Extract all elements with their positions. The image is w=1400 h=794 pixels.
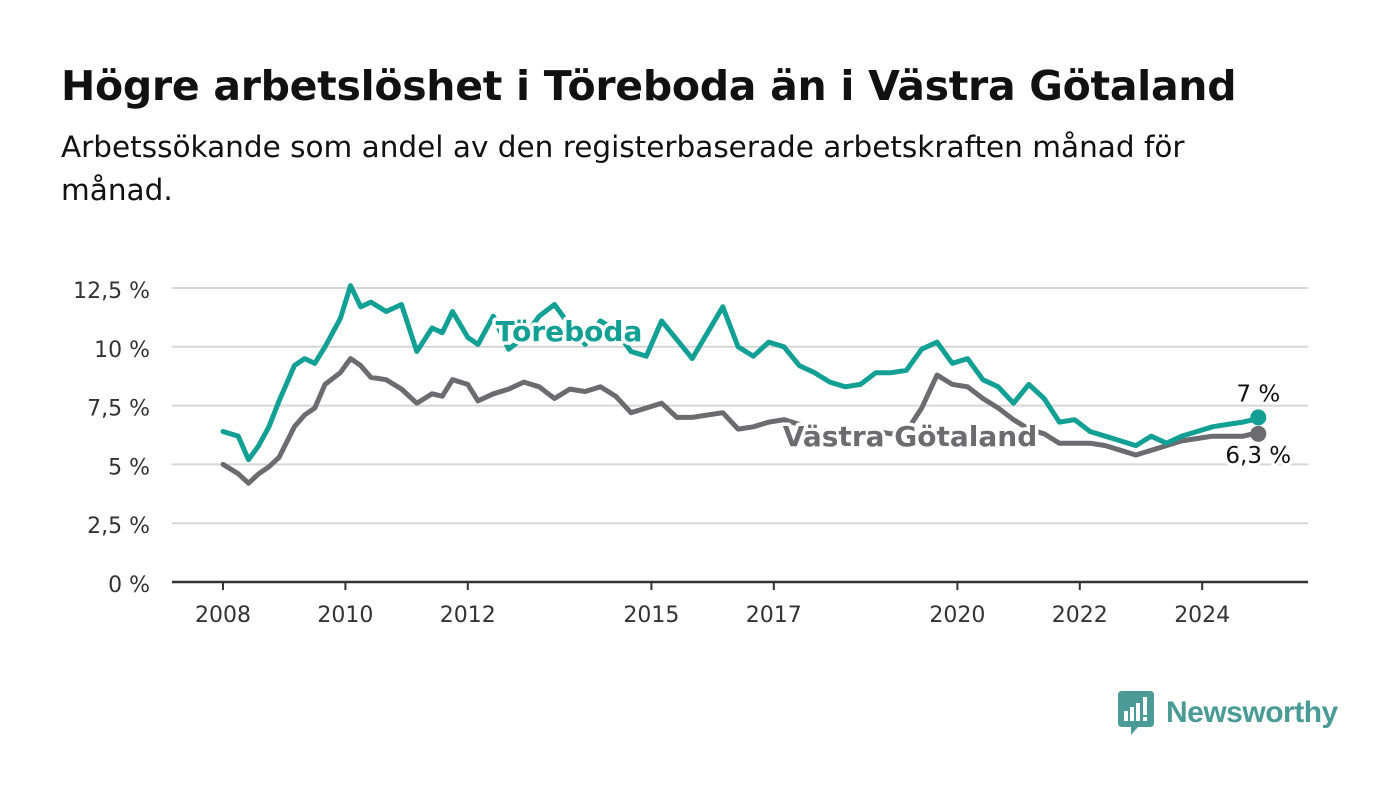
brand-name: Newsworthy [1166,696,1338,729]
series-end-value-label: 6,3 % [1225,443,1291,469]
x-tick-label: 2010 [317,603,373,628]
y-tick-label: 10 % [94,338,150,363]
gridlines [172,287,1308,525]
x-axis-ticks: 2008 2010 2012 2015 2017 2020 2022 2024 [195,582,1230,628]
x-tick-label: 2008 [195,603,251,628]
y-tick-label: 5 % [108,455,150,480]
series-end-point [1250,425,1267,442]
chart-title: Högre arbetslöshet i Töreboda än i Västr… [61,62,1237,110]
series-line [220,283,1261,463]
y-axis-ticks: 0 % 2,5 % 5 % 7,5 % 10 % 12,5 % [73,279,150,598]
series-line [220,356,1261,486]
y-tick-label: 0 % [108,573,150,598]
chart-subtitle: Arbetssökande som andel av den registerb… [61,130,1185,207]
newsworthy-logo[interactable]: Newsworthy [1118,690,1338,736]
x-tick-label: 2017 [746,603,802,628]
x-tick-label: 2012 [440,603,496,628]
series-name-label: Töreboda [496,315,643,348]
y-tick-label: 12,5 % [73,279,150,304]
x-tick-label: 2024 [1174,603,1230,628]
y-tick-label: 7,5 % [87,397,150,422]
bar-chart-speech-bubble-icon [1118,691,1154,735]
series-end-value-label: 7 % [1236,381,1280,407]
series-name-label: Västra Götaland [783,420,1038,453]
x-tick-label: 2020 [929,603,985,628]
x-tick-label: 2022 [1052,603,1108,628]
y-tick-label: 2,5 % [87,514,150,539]
x-tick-label: 2015 [623,603,679,628]
series-lines [220,283,1267,486]
series-end-point [1250,409,1267,426]
series-labels: Töreboda Västra Götaland 7 % 6,3 % [492,312,1294,472]
